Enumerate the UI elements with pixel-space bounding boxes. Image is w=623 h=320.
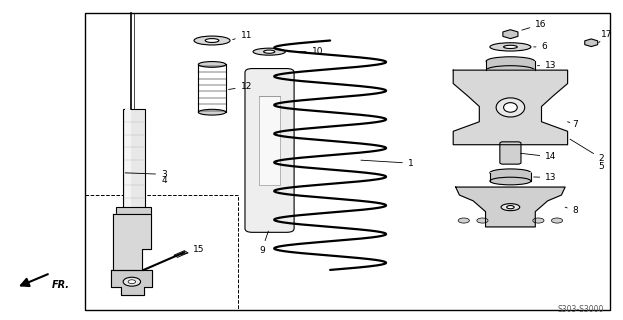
Text: 6: 6 [534,42,547,52]
Bar [125,109,131,211]
Text: 3: 3 [125,170,167,179]
Text: S303-S3000: S303-S3000 [558,305,604,314]
Bar [490,172,531,181]
Polygon shape [174,251,188,257]
Text: 2: 2 [570,139,604,163]
Bar [85,13,610,310]
Text: 13: 13 [534,173,557,182]
Ellipse shape [490,177,531,185]
Text: 7: 7 [568,120,578,129]
Polygon shape [503,30,518,39]
FancyBboxPatch shape [500,142,521,164]
Text: FR.: FR. [52,280,70,290]
Ellipse shape [458,218,469,223]
Circle shape [123,277,141,286]
Ellipse shape [506,205,514,209]
Ellipse shape [533,218,544,223]
Circle shape [128,280,136,284]
Ellipse shape [503,103,517,112]
Text: 9: 9 [259,231,269,255]
Ellipse shape [198,109,226,115]
Ellipse shape [486,57,535,66]
Ellipse shape [490,169,531,177]
Text: 16: 16 [522,20,547,30]
Ellipse shape [501,204,520,211]
Ellipse shape [198,61,226,67]
Ellipse shape [264,50,275,53]
Text: 14: 14 [521,152,556,161]
Ellipse shape [205,39,219,43]
Ellipse shape [253,48,285,55]
Bar [259,96,280,186]
Text: 8: 8 [565,206,578,215]
Text: 15: 15 [181,245,205,255]
Ellipse shape [477,218,488,223]
FancyBboxPatch shape [245,68,294,232]
Text: 17: 17 [599,30,612,43]
Bar [85,195,237,310]
Polygon shape [585,39,597,47]
Ellipse shape [503,45,517,49]
Bar [486,60,535,70]
Text: 5: 5 [599,162,604,171]
Polygon shape [113,214,151,270]
Ellipse shape [194,36,230,45]
Bar [117,207,151,214]
Bar [123,109,145,211]
Polygon shape [112,270,153,295]
Text: 10: 10 [288,47,323,56]
Text: 13: 13 [538,61,557,70]
Text: 12: 12 [229,82,252,91]
Text: 11: 11 [233,31,252,40]
Polygon shape [453,70,568,145]
Ellipse shape [486,66,535,75]
Ellipse shape [551,218,563,223]
Text: 4: 4 [161,176,167,185]
Text: 1: 1 [361,159,414,168]
Ellipse shape [490,43,531,51]
Ellipse shape [496,98,525,117]
Polygon shape [455,187,565,227]
